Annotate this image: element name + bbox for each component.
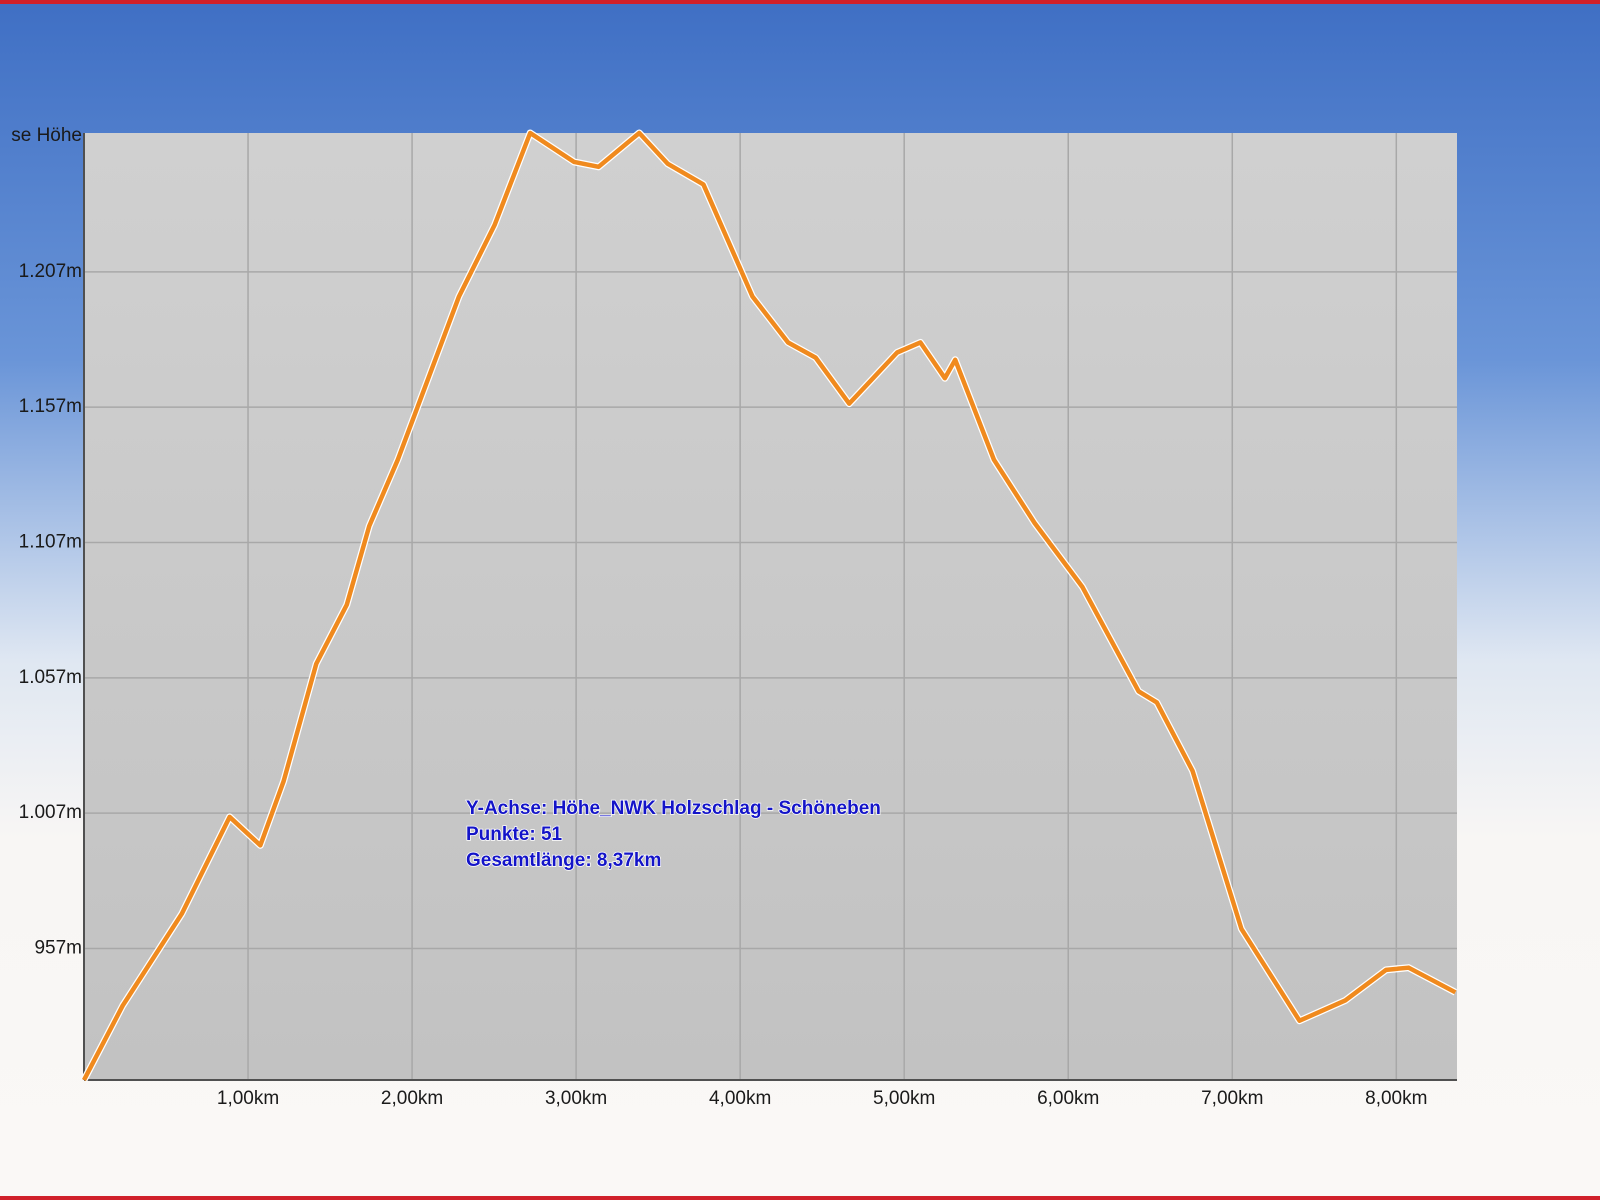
x-tick-label: 6,00km [1037,1088,1099,1109]
y-tick-label: 1.057m [19,667,82,688]
annotation: Punkte: 51 [466,824,563,845]
top-border [0,0,1600,4]
x-tick-label: 4,00km [709,1088,771,1109]
x-tick-label: 3,00km [545,1088,607,1109]
y-axis-label: se Höhe [11,125,82,146]
annotation: Y-Achse: Höhe_NWK Holzschlag - Schöneben [466,798,881,819]
plot-area [84,133,1457,1080]
x-tick-label: 7,00km [1201,1088,1263,1109]
y-tick-label: 957m [34,937,82,958]
annotation: Gesamtlänge: 8,37km [466,850,661,871]
y-tick-label: 1.007m [19,802,82,823]
y-tick-label: 1.157m [19,396,82,417]
line [82,130,1457,1082]
x-tick-label: 1,00km [217,1088,279,1109]
y-tick-label: 1.107m [19,532,82,553]
x-tick-label: 2,00km [381,1088,443,1109]
bottom-border [0,1196,1600,1200]
grid [84,133,1457,1080]
y-tick-label: 1.207m [19,261,82,282]
x-tick-label: 5,00km [873,1088,935,1109]
x-tick-label: 8,00km [1365,1088,1427,1109]
